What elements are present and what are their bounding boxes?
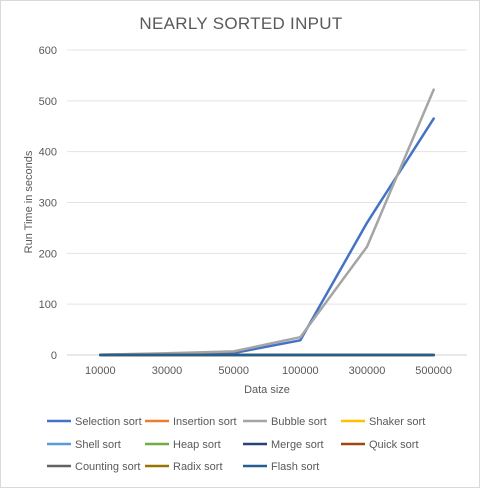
series-lines [99,88,435,357]
legend-label-bubble-sort: Bubble sort [271,416,327,428]
y-axis-title: Run Time in seconds [23,150,35,253]
y-tick-label: 100 [39,299,57,311]
x-tick-label: 50000 [218,365,249,377]
y-tick-label: 600 [39,45,57,57]
legend-label-insertion-sort: Insertion sort [173,416,237,428]
legend: Selection sort Insertion sort Bubble sort S… [47,416,425,473]
x-tick-label: 10000 [85,365,116,377]
x-tick-label: 100000 [282,365,319,377]
legend-label-selection-sort: Selection sort [75,416,142,428]
x-axis-title: Data size [244,384,290,396]
y-tick-label: 300 [39,198,57,210]
y-axis-ticks: 0 100 200 300 400 500 600 [39,45,57,362]
series-line-bubble-sort [99,88,435,357]
y-tick-label: 400 [39,147,57,159]
x-tick-label: 300000 [349,365,386,377]
legend-label-counting-sort: Counting sort [75,461,140,473]
legend-label-radix-sort: Radix sort [173,461,223,473]
chart-title: NEARLY SORTED INPUT [139,14,342,33]
legend-label-shaker-sort: Shaker sort [369,416,425,428]
legend-label-flash-sort: Flash sort [271,461,319,473]
gridlines [67,49,467,356]
series-line-selection-sort [99,117,435,357]
legend-label-shell-sort: Shell sort [75,439,121,451]
legend-label-heap-sort: Heap sort [173,439,221,451]
legend-label-quick-sort: Quick sort [369,439,419,451]
x-tick-label: 500000 [415,365,452,377]
legend-label-merge-sort: Merge sort [271,439,324,451]
x-tick-label: 30000 [152,365,183,377]
y-tick-label: 0 [51,350,57,362]
y-tick-label: 200 [39,248,57,260]
x-axis-ticks: 10000 30000 50000 100000 300000 500000 [85,365,452,377]
y-tick-label: 500 [39,96,57,108]
